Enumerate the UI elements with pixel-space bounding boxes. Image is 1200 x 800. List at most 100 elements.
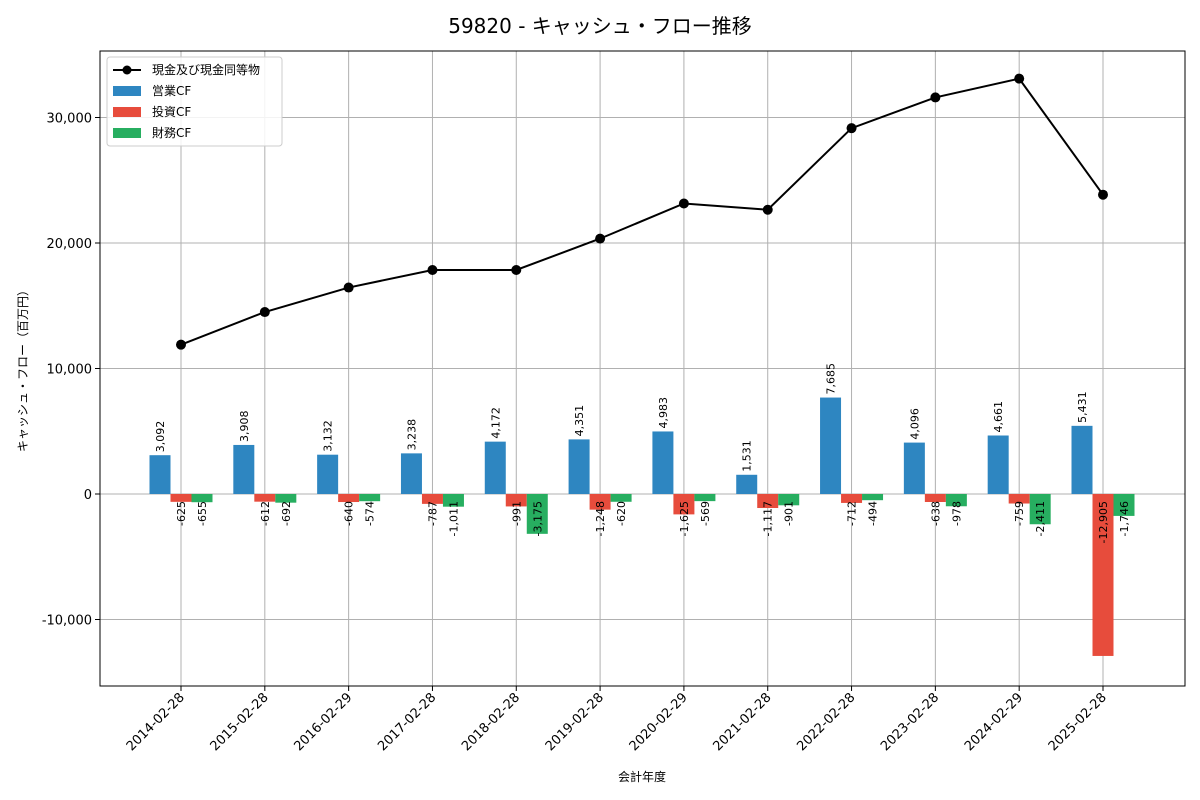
legend-dot-marker	[122, 65, 132, 75]
cash-point	[259, 307, 270, 318]
legend-swatch	[113, 128, 141, 138]
bar-operating	[400, 453, 422, 494]
bar-operating	[820, 397, 842, 494]
x-tick-label: 2024-02-29	[962, 690, 1026, 754]
data-label: -574	[364, 501, 377, 526]
cash-point	[1014, 73, 1025, 84]
data-labels-layer: 3,092 3,908 3,132 3,238 4,172 4,351 4,983 1,531…	[154, 363, 1131, 543]
data-label: -640	[343, 501, 356, 526]
cash-point	[595, 233, 606, 244]
legend-entry: 財務CF	[152, 125, 191, 140]
y-tick-label: 30,000	[47, 112, 93, 127]
legend-swatch	[113, 86, 141, 96]
legend-box	[106, 56, 283, 147]
cash-point	[846, 123, 857, 134]
chart-title: 59820 - キャッシュ・フロー推移	[448, 14, 752, 38]
data-label: 4,172	[489, 407, 502, 439]
y-tick-label: 10,000	[47, 363, 93, 378]
bar-financing	[778, 493, 800, 506]
data-label: -12,905	[1097, 501, 1110, 543]
bar-investing	[254, 493, 276, 502]
bar-investing	[170, 493, 192, 502]
y-tick-label: -10,000	[42, 613, 92, 628]
bar-investing	[673, 493, 695, 515]
bar-financing	[694, 493, 716, 502]
x-tick-label: 2016-02-29	[291, 690, 355, 754]
y-axis-ticks: -10,000 0 10,000 20,000 30,000	[42, 112, 100, 628]
bar-operating	[317, 454, 339, 494]
data-label: 3,238	[405, 419, 418, 451]
data-label: 4,351	[573, 405, 586, 437]
bar-financing	[945, 493, 967, 507]
data-label: -712	[846, 501, 859, 526]
data-label: -655	[196, 501, 209, 526]
data-label: -787	[426, 501, 439, 526]
bar-financing	[275, 493, 297, 503]
data-label: -1,625	[678, 501, 691, 536]
data-label: -1,248	[594, 501, 607, 536]
data-label: 3,908	[238, 410, 251, 442]
cash-point	[678, 198, 689, 209]
data-label: -1,011	[447, 501, 460, 536]
bar-financing	[610, 493, 632, 502]
data-label: -494	[867, 501, 880, 526]
bar-investing	[1008, 493, 1030, 504]
data-label: -692	[280, 501, 293, 526]
data-label: 3,092	[154, 421, 167, 453]
data-label: -1,746	[1118, 501, 1131, 536]
y-axis-label: キャッシュ・フロー（百万円）	[16, 284, 30, 452]
bar-operating	[652, 431, 674, 494]
cash-point	[176, 339, 186, 350]
bar-investing	[505, 493, 527, 507]
legend-entry: 営業CF	[152, 84, 191, 98]
y-tick-label: 0	[84, 488, 92, 503]
data-label: -2,411	[1034, 501, 1047, 536]
data-label: -612	[259, 501, 272, 526]
data-label: -3,175	[531, 501, 544, 536]
data-label: -569	[699, 501, 712, 526]
line-layer	[176, 73, 1108, 350]
cash-point	[427, 264, 438, 275]
cash-point	[762, 204, 773, 215]
legend-entry: 投資CF	[152, 104, 191, 119]
data-label: -759	[1013, 501, 1026, 526]
bar-financing	[359, 493, 381, 502]
x-tick-label: 2014-02-28	[124, 690, 188, 754]
bar-investing	[1092, 493, 1114, 656]
cash-point	[1098, 189, 1108, 200]
cash-point	[343, 282, 354, 293]
data-label: -991	[510, 501, 523, 526]
bar-financing	[1113, 493, 1135, 516]
data-label: 7,685	[825, 363, 838, 395]
data-label: 3,132	[322, 420, 335, 452]
data-label: -620	[615, 501, 628, 526]
bar-operating	[1071, 425, 1093, 494]
x-tick-label: 2025-02-28	[1046, 690, 1110, 754]
bar-investing	[757, 493, 779, 509]
data-label: 1,531	[741, 440, 754, 472]
bar-financing	[526, 493, 548, 534]
bar-operating	[149, 455, 171, 494]
data-label: 5,431	[1076, 391, 1089, 423]
cash-line	[180, 77, 1104, 346]
bar-financing	[191, 493, 213, 503]
data-label: 4,983	[657, 397, 670, 429]
bar-financing	[1029, 493, 1051, 525]
x-tick-label: 2018-02-28	[459, 690, 523, 754]
x-tick-label: 2015-02-28	[208, 690, 272, 754]
data-label: 4,096	[908, 408, 921, 440]
bar-operating	[233, 444, 255, 494]
data-label: 4,661	[992, 401, 1005, 433]
bar-financing	[442, 493, 464, 507]
x-tick-label: 2023-02-28	[878, 690, 942, 754]
bar-investing	[421, 493, 443, 504]
bar-investing	[589, 493, 611, 510]
bar-investing	[924, 493, 946, 503]
x-axis-label: 会計年度	[618, 769, 666, 784]
bar-operating	[736, 474, 758, 494]
bar-investing	[338, 493, 360, 503]
x-tick-label: 2021-02-28	[711, 690, 775, 754]
